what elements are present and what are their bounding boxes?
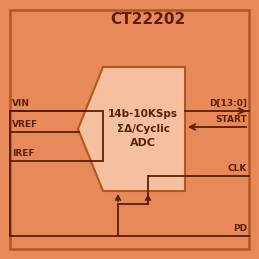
Text: ΣΔ/Cyclic: ΣΔ/Cyclic [117, 124, 169, 134]
Text: START: START [215, 115, 247, 124]
Text: D[13:0]: D[13:0] [209, 99, 247, 108]
Text: 14b-10KSps: 14b-10KSps [108, 109, 178, 119]
Text: PD: PD [233, 224, 247, 233]
Text: VREF: VREF [12, 120, 38, 129]
Text: VIN: VIN [12, 99, 30, 108]
Text: CT22202: CT22202 [110, 11, 186, 26]
Text: ADC: ADC [130, 138, 156, 148]
Text: IREF: IREF [12, 149, 34, 158]
Bar [10, 111, 103, 161]
Polygon shape [78, 67, 185, 191]
Text: CLK: CLK [228, 164, 247, 173]
